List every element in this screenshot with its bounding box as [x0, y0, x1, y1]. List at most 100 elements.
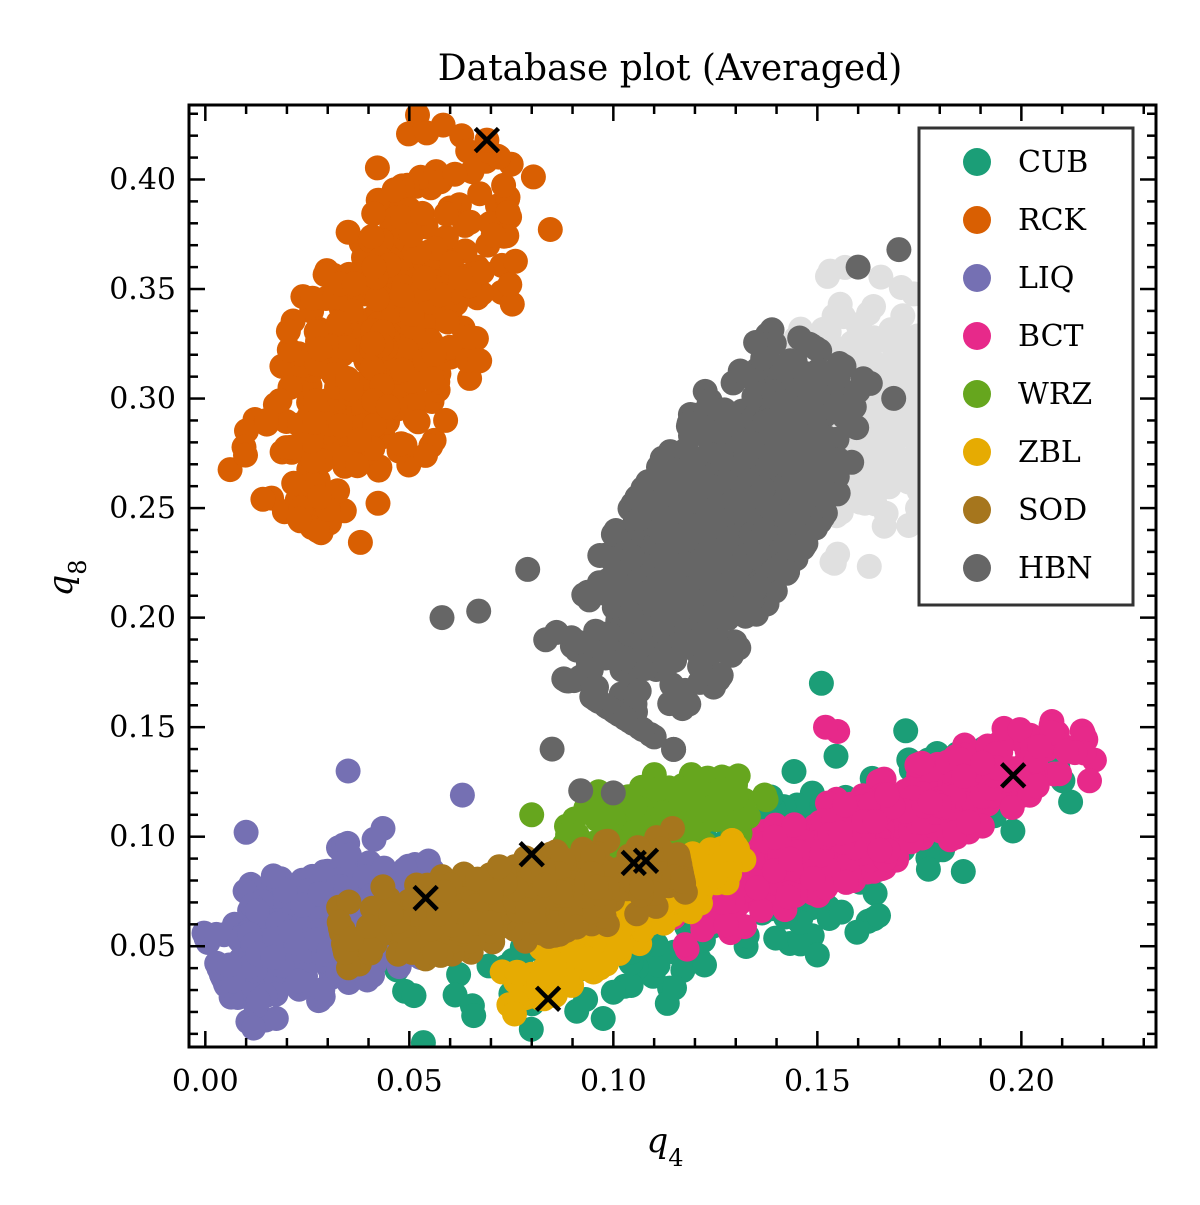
- data-point: [761, 331, 787, 356]
- series-bct: [652, 709, 1107, 962]
- data-point: [307, 336, 333, 362]
- x-tick-label: 0.00: [172, 1064, 239, 1099]
- data-point: [896, 513, 922, 538]
- data-point: [307, 484, 333, 510]
- data-point: [775, 884, 801, 910]
- data-point: [1053, 738, 1079, 764]
- data-point: [662, 647, 688, 673]
- data-point: [336, 889, 362, 915]
- data-point: [763, 925, 789, 951]
- data-point: [866, 903, 891, 929]
- data-point: [388, 431, 414, 457]
- data-point: [457, 209, 483, 235]
- y-tick-label: 0.10: [109, 820, 176, 855]
- data-point: [805, 358, 831, 384]
- data-point: [650, 541, 675, 567]
- data-point: [909, 750, 935, 776]
- data-point: [600, 548, 626, 574]
- data-point: [364, 286, 390, 312]
- data-point: [584, 874, 609, 900]
- data-point: [741, 384, 767, 409]
- data-point: [365, 490, 391, 516]
- legend-item-zbl: ZBL: [963, 435, 1081, 470]
- data-point: [504, 959, 530, 985]
- data-point: [477, 910, 503, 936]
- data-point: [233, 819, 259, 845]
- data-point: [661, 736, 687, 762]
- data-point: [347, 529, 373, 555]
- data-point: [703, 590, 729, 616]
- data-point: [233, 442, 258, 468]
- data-point: [300, 285, 325, 311]
- legend-label: HBN: [1018, 551, 1092, 586]
- data-point: [1058, 789, 1084, 815]
- data-point: [777, 348, 803, 374]
- y-tick-label: 0.25: [109, 491, 176, 526]
- data-point: [413, 442, 438, 468]
- data-point: [868, 264, 894, 290]
- data-point: [672, 786, 698, 812]
- data-point: [371, 855, 397, 881]
- data-point: [389, 282, 415, 308]
- data-point: [260, 944, 286, 970]
- data-point: [286, 506, 312, 532]
- data-point: [449, 782, 475, 808]
- data-point: [335, 219, 361, 245]
- data-point: [662, 457, 688, 483]
- data-point: [624, 901, 650, 927]
- data-point: [769, 389, 795, 415]
- data-point: [244, 898, 270, 924]
- data-point: [780, 509, 806, 535]
- plot-frame: [187, 103, 1158, 1049]
- data-point: [1007, 717, 1033, 743]
- data-point: [537, 217, 563, 242]
- data-point: [467, 181, 493, 207]
- data-point: [874, 443, 899, 469]
- y-axis-title: q8: [41, 559, 92, 596]
- data-point: [395, 937, 421, 963]
- chart-title: Database plot (Averaged): [438, 48, 902, 89]
- data-point: [502, 248, 528, 274]
- data-point: [651, 505, 677, 531]
- y-tick-label: 0.20: [109, 601, 176, 636]
- data-point: [495, 200, 521, 225]
- data-point: [347, 427, 372, 453]
- data-point: [435, 309, 461, 335]
- data-point: [705, 667, 731, 693]
- data-point: [762, 824, 788, 850]
- data-point: [711, 889, 736, 915]
- data-point: [461, 1003, 487, 1029]
- data-point: [298, 428, 324, 454]
- x-tick-label: 0.15: [784, 1064, 851, 1099]
- series-sod: [326, 816, 698, 981]
- data-point: [429, 605, 455, 631]
- data-point: [480, 222, 506, 248]
- data-point: [951, 763, 977, 789]
- data-point: [532, 872, 558, 898]
- data-point: [290, 892, 315, 918]
- legend-label: RCK: [1018, 203, 1087, 238]
- data-point: [808, 670, 834, 696]
- data-point: [276, 337, 302, 363]
- data-point: [431, 879, 457, 905]
- legend-label: BCT: [1018, 319, 1084, 354]
- data-point: [999, 795, 1025, 820]
- data-point: [630, 717, 656, 743]
- data-point: [310, 977, 336, 1003]
- data-point: [277, 919, 303, 945]
- data-point: [307, 881, 333, 907]
- data-point: [970, 750, 996, 776]
- data-point: [751, 519, 777, 545]
- data-point: [687, 653, 713, 679]
- data-point: [389, 357, 415, 383]
- data-point: [405, 409, 431, 435]
- data-point: [325, 310, 351, 336]
- data-point: [582, 686, 608, 712]
- legend-swatch: [963, 496, 991, 524]
- data-point: [744, 875, 770, 901]
- data-point: [544, 619, 569, 645]
- data-point: [409, 200, 435, 226]
- data-point: [541, 950, 567, 976]
- y-tick-label: 0.15: [109, 710, 176, 745]
